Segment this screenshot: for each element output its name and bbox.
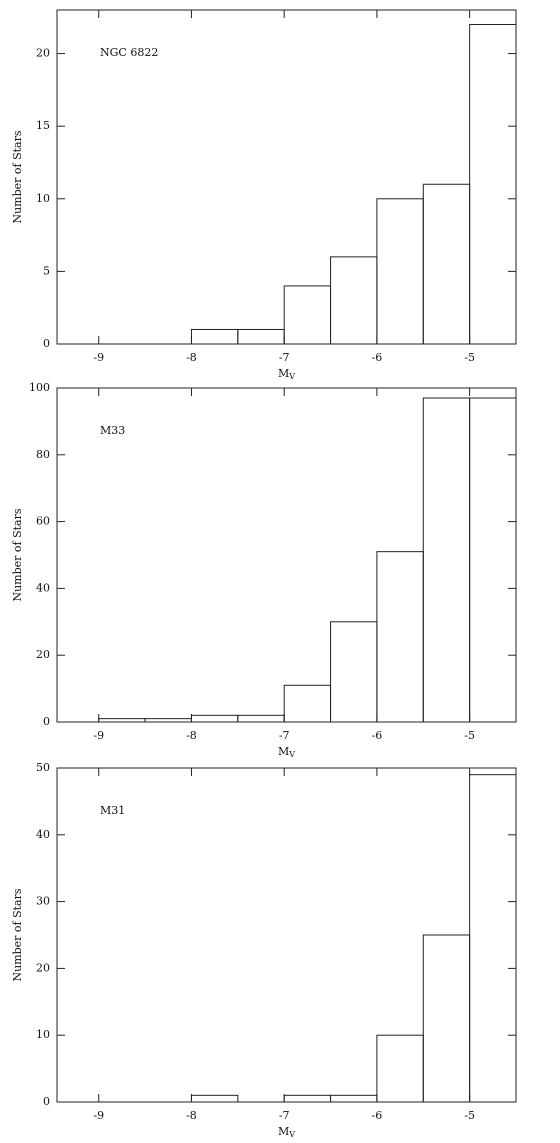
bar <box>237 714 285 723</box>
y-axis-label: Number of Stars <box>11 130 24 223</box>
y-tick-label: 20 <box>36 961 50 974</box>
x-axis-label-main: M <box>278 367 289 380</box>
bar <box>330 256 378 345</box>
y-tick-label: 40 <box>36 828 50 841</box>
bar <box>422 397 471 723</box>
x-tick-label: -7 <box>279 351 290 364</box>
y-tick-label: 30 <box>36 895 50 908</box>
bar <box>376 1034 424 1103</box>
x-tick-label: -9 <box>93 729 104 742</box>
bar <box>330 621 378 723</box>
x-tick-label: -8 <box>186 351 197 364</box>
x-tick-label: -8 <box>186 729 197 742</box>
y-tick-label: 0 <box>43 715 50 728</box>
bar <box>190 328 239 345</box>
bar <box>144 718 192 723</box>
y-tick-label: 20 <box>36 47 50 60</box>
panel-label: M31 <box>100 804 125 817</box>
y-tick-label: 60 <box>36 515 50 528</box>
x-tick-label: -5 <box>464 1109 475 1122</box>
histogram-panel: -9 -8 -7 -6 -5 0 20 40 60 80 100 MV Number of Stars M… <box>11 381 517 759</box>
bar <box>469 24 517 345</box>
histogram-panel: -9 -8 -7 -6 -5 0 5 10 15 20 MV Number of Stars NGC 6… <box>11 9 517 381</box>
x-tick-label: -9 <box>93 1109 104 1122</box>
y-tick-label: 5 <box>43 264 50 277</box>
x-axis-label-subscript: V <box>288 372 295 381</box>
y-tick-label: 40 <box>36 581 50 594</box>
bar <box>190 1094 239 1103</box>
x-axis-label: MV <box>278 745 295 759</box>
plot-frame <box>56 9 517 345</box>
bar <box>237 328 285 345</box>
bar <box>283 285 332 345</box>
y-tick-label: 0 <box>43 1095 50 1108</box>
bar <box>469 397 517 723</box>
x-tick-label: -7 <box>279 1109 290 1122</box>
y-tick-label: 10 <box>36 1028 50 1041</box>
bar <box>98 718 146 723</box>
y-tick-label: 20 <box>36 648 50 661</box>
x-axis-label-subscript: V <box>288 1130 295 1139</box>
plot-frame <box>56 767 517 1103</box>
x-tick-label: -5 <box>464 351 475 364</box>
bar <box>190 714 239 723</box>
bar <box>422 183 471 345</box>
y-tick-label: 0 <box>43 337 50 350</box>
histogram-panel: -9 -8 -7 -6 -5 0 10 20 30 40 50 MV Number of Stars M3… <box>11 761 517 1139</box>
bar <box>422 934 471 1103</box>
panel-label: M33 <box>100 424 125 437</box>
x-tick-label: -6 <box>372 1109 383 1122</box>
y-tick-label: 80 <box>36 448 50 461</box>
x-axis-label-main: M <box>278 1125 289 1138</box>
y-axis-label: Number of Stars <box>11 508 24 601</box>
plot-frame <box>56 387 517 723</box>
bar <box>283 1094 332 1103</box>
y-tick-label: 15 <box>36 119 50 132</box>
bar <box>376 551 424 723</box>
y-tick-label: 10 <box>36 192 50 205</box>
x-axis-label-main: M <box>278 745 289 758</box>
bar <box>376 198 424 345</box>
x-tick-label: -6 <box>372 729 383 742</box>
y-tick-label: 50 <box>36 761 50 774</box>
x-axis-label-subscript: V <box>288 750 295 759</box>
panel-label: NGC 6822 <box>100 46 158 59</box>
x-tick-label: -9 <box>93 351 104 364</box>
x-tick-label: -6 <box>372 351 383 364</box>
x-axis-label: MV <box>278 1125 295 1139</box>
bar <box>283 684 332 723</box>
x-tick-label: -8 <box>186 1109 197 1122</box>
x-axis-label: MV <box>278 367 295 381</box>
x-tick-label: -7 <box>279 729 290 742</box>
y-axis-label: Number of Stars <box>11 888 24 981</box>
bar <box>469 774 517 1103</box>
bar <box>330 1094 378 1103</box>
y-tick-label: 100 <box>29 381 50 394</box>
x-tick-label: -5 <box>464 729 475 742</box>
